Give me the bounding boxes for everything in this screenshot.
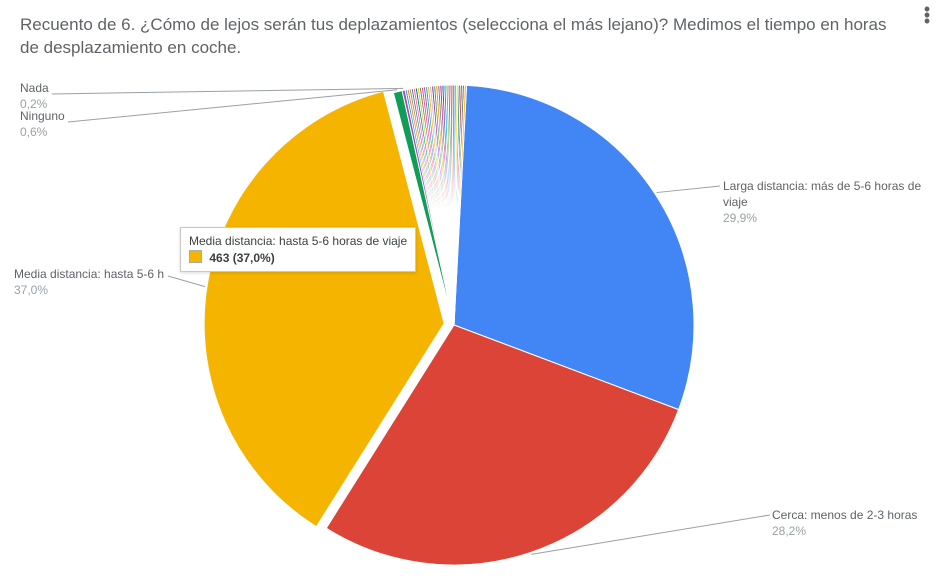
label-media: Media distancia: hasta 5-6 h 37,0% bbox=[14, 266, 164, 298]
tooltip-value: 463 (37,0%) bbox=[209, 251, 274, 265]
label-cerca: Cerca: menos de 2-3 horas 28,2% bbox=[772, 507, 917, 539]
tooltip: Media distancia: hasta 5-6 horas de viaj… bbox=[180, 227, 416, 272]
label-ninguno: Ninguno 0,6% bbox=[20, 108, 65, 140]
label-nada: Nada 0,2% bbox=[20, 80, 49, 112]
tooltip-title: Media distancia: hasta 5-6 horas de viaj… bbox=[189, 234, 407, 248]
label-larga: Larga distancia: más de 5-6 horas de via… bbox=[723, 178, 947, 227]
tooltip-swatch bbox=[189, 250, 202, 263]
